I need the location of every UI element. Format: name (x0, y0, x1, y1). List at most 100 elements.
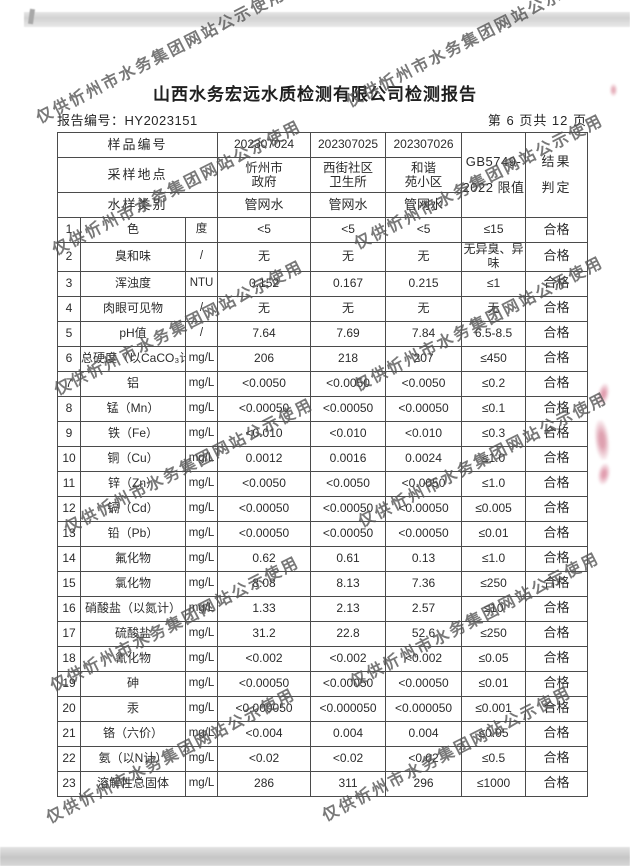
sample1-value: <0.00050 (217, 395, 312, 422)
sample1-value: 0.0012 (217, 445, 312, 472)
row-number: 15 (57, 570, 81, 597)
sample3-value: 52.6 (385, 620, 463, 647)
sample3-value: 2.57 (385, 595, 463, 622)
param-name: 砷 (80, 670, 186, 697)
red-ink-smudge (595, 382, 612, 406)
sample1-value: 1.33 (217, 595, 312, 622)
row-number: 16 (57, 595, 81, 622)
row-number: 19 (57, 670, 81, 697)
scan-edge-bottom (0, 847, 630, 866)
result-value: 合格 (525, 445, 589, 472)
table-row: 10 铜（Cu） mg/L 0.0012 0.0016 0.0024 ≤1.0 合格 (57, 445, 589, 472)
row-number: 4 (57, 295, 81, 322)
sample3-value: 207 (385, 345, 463, 372)
sample2-value: 2.13 (310, 595, 387, 622)
sample2-value: 0.004 (310, 720, 387, 747)
site-3: 和谐 苑小区 (385, 157, 463, 193)
param-name: 锌（Zn） (80, 470, 186, 497)
result-value: 合格 (525, 645, 589, 672)
sample2-value: <0.00050 (310, 495, 387, 522)
limit-value: ≤1000 (461, 770, 527, 797)
site-3-line1: 和谐 (411, 161, 437, 175)
site-2: 西街社区 卫生所 (310, 157, 387, 193)
table-row: 22 氨（以N计） mg/L <0.02 <0.02 <0.02 ≤0.5 合格 (57, 745, 589, 772)
sample1-value: 8.08 (217, 570, 312, 597)
scan-edge-top (24, 12, 630, 27)
sample1-value: <0.000050 (217, 695, 312, 722)
limit-value: ≤0.005 (461, 495, 527, 522)
limit-value: ≤250 (461, 620, 527, 647)
result-value: 合格 (525, 545, 589, 572)
sample3-value: <0.00050 (385, 670, 463, 697)
param-name: 氨（以N计） (80, 745, 186, 772)
sample3-value: <0.0050 (385, 370, 463, 397)
sample3-value: 296 (385, 770, 463, 797)
report-number-label: 报告编号： (57, 113, 125, 128)
table-row: 17 硫酸盐 mg/L 31.2 22.8 52.6 ≤250 合格 (57, 620, 589, 647)
result-value: 合格 (525, 745, 589, 772)
sample2-value: <5 (310, 217, 387, 243)
param-unit: mg/L (184, 720, 219, 747)
report-number: 报告编号：HY2023151 (57, 110, 198, 129)
result-value: 合格 (525, 420, 589, 447)
limit-value: ≤1 (461, 270, 527, 297)
row-number: 12 (57, 495, 81, 522)
table-row: 19 砷 mg/L <0.00050 <0.00050 <0.00050 ≤0.01 合格 (57, 670, 589, 697)
param-unit: mg/L (184, 495, 219, 522)
result-value: 合格 (525, 217, 589, 243)
sample3-value: <0.00050 (385, 520, 463, 547)
param-name: 溶解性总固体 (80, 770, 186, 797)
limit-value: ≤1.0 (461, 445, 527, 472)
table-row: 4 肉眼可见物 / 无无无无合格 (57, 295, 589, 322)
sample1-value: 286 (217, 770, 312, 797)
param-name: 浑浊度 (80, 270, 186, 297)
sample1-value: <0.00050 (217, 520, 312, 547)
row-number: 23 (57, 770, 81, 797)
red-ink-smudge (596, 462, 612, 486)
sample2-value: 311 (310, 770, 387, 797)
param-unit: 度 (184, 217, 219, 243)
sample3-value: <0.02 (385, 745, 463, 772)
param-unit: mg/L (184, 670, 219, 697)
row-number: 8 (57, 395, 81, 422)
param-name: 硝酸盐（以氮计） (80, 595, 186, 622)
results-table: 样品编号 202307024 202307025 202307026 GB574… (56, 132, 589, 797)
row-number: 18 (57, 645, 81, 672)
row-number: 20 (57, 695, 81, 722)
result-value: 合格 (525, 270, 589, 297)
table-row: 9 铁（Fe） mg/L <0.010 <0.010 <0.010 ≤0.3 合格 (57, 420, 589, 447)
sample2-value: <0.0050 (310, 370, 387, 397)
sample-no-label: 样品编号 (56, 132, 219, 158)
sample3-value: 7.84 (385, 320, 463, 347)
sample1-value: 206 (217, 345, 312, 372)
param-name: 镉（Cd） (80, 495, 186, 522)
sample3-value: 0.0024 (385, 445, 463, 472)
table-row: 23 溶解性总固体 mg/L 286 311 296 ≤1000 合格 (57, 770, 589, 797)
row-number: 7 (57, 370, 81, 397)
sample1-value: 7.64 (217, 320, 312, 347)
result-column-header: 结果 判定 (525, 132, 589, 218)
sample1-value: <0.00050 (217, 670, 312, 697)
limit-header-line1: GB5749- (465, 154, 522, 169)
result-value: 合格 (525, 320, 589, 347)
param-unit: mg/L (184, 370, 219, 397)
row-number: 9 (57, 420, 81, 447)
sample1-value: <0.02 (217, 745, 312, 772)
sample2-value: <0.00050 (310, 520, 387, 547)
param-unit: mg/L (184, 470, 219, 497)
sample2-value: 0.167 (310, 270, 387, 297)
row-number: 14 (57, 545, 81, 572)
table-row: 7 铝 mg/L <0.0050 <0.0050 <0.0050 ≤0.2 合格 (57, 370, 589, 397)
sample2-value: 22.8 (310, 620, 387, 647)
table-row: 1 色度 <5 <5 <5 ≤15 合格 (57, 217, 589, 243)
sample1-value: <0.0050 (217, 370, 312, 397)
param-unit: mg/L (184, 620, 219, 647)
result-value: 合格 (525, 695, 589, 722)
param-unit: mg/L (184, 695, 219, 722)
type-1: 管网水 (217, 192, 312, 218)
sample1-value: 无 (217, 242, 312, 272)
param-name: 汞 (80, 695, 186, 722)
sample2-value: 无 (310, 242, 387, 272)
sample2-value: 8.13 (310, 570, 387, 597)
